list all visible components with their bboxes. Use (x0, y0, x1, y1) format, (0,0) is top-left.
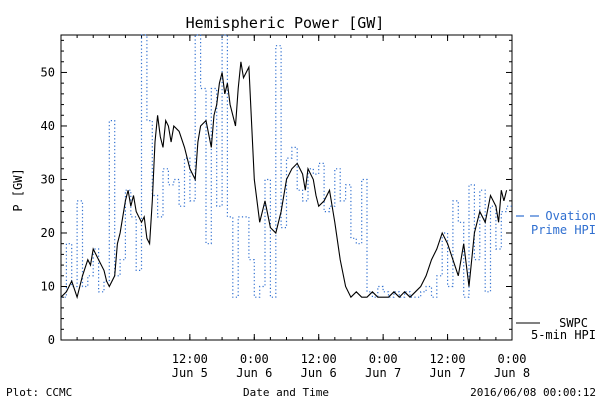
legend-swpc-label-line2: 5-min HPI (531, 328, 596, 342)
series-line-swpc-5min-hpi (60, 61, 508, 300)
y-axis: 0 10 20 30 40 50 (41, 39, 512, 347)
x-tick-time-label: 0:00 (240, 352, 269, 366)
footer-x-axis-title: Date and Time (243, 386, 329, 399)
x-tick-time-label: 12:00 (172, 352, 208, 366)
x-tick-time-label: 12:00 (430, 352, 466, 366)
x-tick-time-label: 12:00 (301, 352, 337, 366)
legend-ovation-label-line2: Prime HPI (531, 223, 596, 237)
x-tick-date-label: Jun 7 (430, 366, 466, 380)
y-tick-label: 40 (41, 119, 55, 133)
legend-ovation: Ovation Prime HPI (516, 209, 596, 237)
y-tick-label: 10 (41, 279, 55, 293)
footer-plot-credit: Plot: CCMC (6, 386, 72, 399)
y-tick-label: 30 (41, 172, 55, 186)
legend-swpc: SWPC 5-min HPI (516, 316, 596, 342)
x-tick-date-label: Jun 5 (172, 366, 208, 380)
x-tick-time-label: 0:00 (369, 352, 398, 366)
y-axis-label: P [GW] (11, 168, 25, 211)
chart-title: Hemispheric Power [GW] (186, 14, 385, 32)
legend-ovation-label-line1: Ovation (545, 209, 596, 223)
x-tick-time-label: 0:00 (498, 352, 527, 366)
legend-swpc-label-line1: SWPC (559, 316, 588, 330)
series-line-ovation-prime-hpi (61, 34, 512, 298)
plot-frame (60, 34, 513, 341)
x-tick-date-label: Jun 6 (301, 366, 337, 380)
x-tick-date-label: Jun 8 (494, 366, 530, 380)
y-tick-label: 50 (41, 65, 55, 79)
x-tick-date-label: Jun 6 (236, 366, 272, 380)
footer-timestamp: 2016/06/08 00:00:12 (470, 386, 596, 399)
x-tick-date-label: Jun 7 (365, 366, 401, 380)
y-tick-label: 20 (41, 226, 55, 240)
y-tick-label: 0 (48, 333, 55, 347)
